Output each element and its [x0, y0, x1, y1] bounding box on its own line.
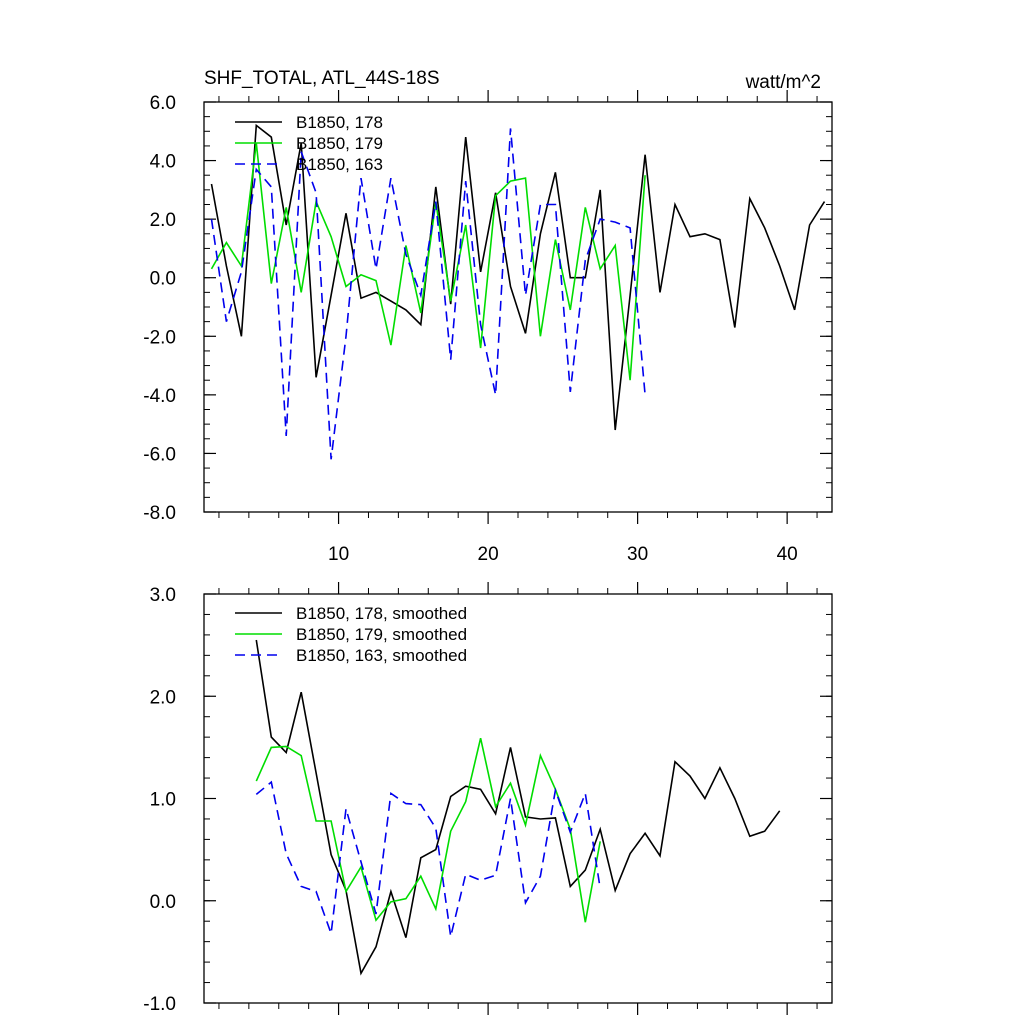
y-tick-label: -4.0 [143, 386, 176, 407]
legend-label: B1850, 178, smoothed [296, 604, 467, 623]
x-tick-label: 20 [478, 544, 499, 565]
y-tick-label: 4.0 [150, 152, 176, 173]
legend-label: B1850, 178 [296, 113, 383, 132]
y-tick-label: 6.0 [150, 93, 176, 114]
y-tick-label: 2.0 [150, 687, 176, 708]
series-line-3 [255, 780, 601, 937]
y-tick-label: 0.0 [150, 269, 176, 290]
x-tick-label: 10 [328, 544, 349, 565]
chart-title: SHF_TOTAL, ATL_44S-18S [204, 68, 440, 89]
y-tick-label: -6.0 [143, 444, 176, 465]
y-tick-label: -1.0 [143, 994, 176, 1015]
series-line-2 [255, 738, 601, 923]
bottom-panel: -1.0 0.0 1.0 2.0 3.0 B1850, 178, smoothed B185… [143, 582, 833, 1015]
y-tick-label: 2.0 [150, 210, 176, 231]
top-panel: SHF_TOTAL, ATL_44S-18S watt/m^2 -8.0 -6.0… [143, 68, 833, 565]
y-tick-label: 3.0 [150, 585, 176, 606]
units-label: watt/m^2 [745, 72, 821, 93]
y-tick-label: -8.0 [143, 503, 176, 524]
y-tick-label: 1.0 [150, 790, 176, 811]
series-line-2 [210, 142, 646, 381]
series-line-1 [255, 639, 781, 976]
legend-label: B1850, 163, smoothed [296, 646, 467, 665]
legend-label: B1850, 163 [296, 155, 383, 174]
y-tick-label: -2.0 [143, 327, 176, 348]
x-tick-label: 40 [777, 544, 798, 565]
y-tick-label: 0.0 [150, 892, 176, 913]
series-line-3 [210, 128, 646, 460]
legend-label: B1850, 179 [296, 134, 383, 153]
legend-label: B1850, 179, smoothed [296, 625, 467, 644]
series-line-1 [210, 123, 826, 431]
x-tick-label: 30 [627, 544, 648, 565]
